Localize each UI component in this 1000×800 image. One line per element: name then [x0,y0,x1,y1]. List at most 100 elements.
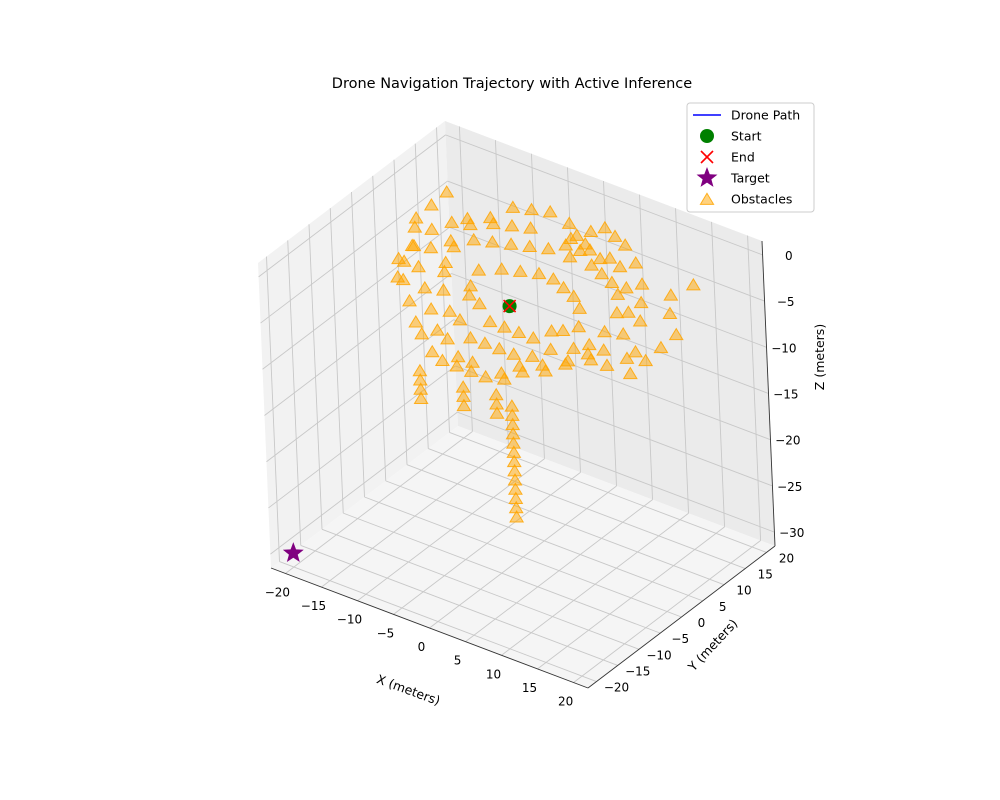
obstacle-point [440,331,456,345]
target-point [282,542,304,563]
obstacle-point [668,327,684,341]
legend-frame [686,102,815,213]
obstacle-point [583,224,599,238]
obstacle-point [439,185,455,198]
gridline-z [455,365,773,487]
obstacle-point [558,238,574,251]
gridline-z [264,273,452,416]
legend-label: End [731,150,755,165]
obstacle-point [609,305,625,319]
obstacle-point [423,198,439,211]
obstacle-point [604,275,620,288]
chart-title: Drone Navigation Trajectory with Active … [332,76,692,92]
obstacle-point [632,314,648,327]
legend-entry: Target [696,167,770,187]
legend-x-swatch-stroke [700,150,714,164]
obstacle-point [503,237,519,250]
gridlines [258,126,775,683]
x-tick-label: 10 [486,667,501,681]
obstacle-point [509,510,525,523]
obstacle-point [424,222,440,235]
obstacle-point [391,251,407,265]
obstacle-point [617,238,633,251]
legend-label: Obstacles [731,192,792,207]
gridline-y [364,496,682,618]
obstacle-point [653,340,669,354]
z-tick-label: −30 [779,526,804,540]
obstacle-point [607,229,623,242]
x-axis-label: X (meters) [375,671,443,708]
obstacle-point [531,266,547,280]
obstacle-point [544,323,560,337]
obstacle-point [615,326,631,340]
x-tick-label: 20 [558,695,573,709]
obstacle-point [496,320,512,333]
y-tick-label: −15 [625,664,650,678]
gridline-z [453,319,771,441]
obstacle-point [402,293,417,307]
obstacle-point [466,232,482,246]
gridline-y [300,544,618,666]
obstacle-point [566,341,582,354]
legend-entry: End [700,150,755,165]
y-tick-label: 15 [758,568,773,582]
obstacle-point [489,406,505,419]
obstacle-point [491,341,507,355]
obstacle-point [618,280,634,294]
obstacle-point [572,301,588,314]
obstacle-point [523,221,539,234]
obstacle-point [638,353,654,367]
obstacle-point [602,251,618,264]
obstacle-point [429,323,445,336]
x-axis-line [270,567,589,689]
obstacle-point [557,357,573,370]
x-tick-label: −15 [301,599,326,613]
obstacle-point [512,359,528,372]
gridline-y [385,480,703,602]
gridline-y [279,561,597,682]
gridline-y [449,432,767,553]
z-tick-label: 0 [785,249,793,263]
gridline-z [270,411,458,555]
obstacle-point [414,326,430,340]
y-tick-label: 10 [736,584,751,598]
y-axis-line [587,545,776,689]
obstacle-point [478,369,494,383]
end-point-stroke [503,299,517,313]
y-tick-label: 0 [698,616,706,630]
z-tick-label: −10 [771,341,796,355]
obstacle-point [619,351,635,364]
obstacle-point [540,241,556,255]
obstacle-point [472,296,487,310]
obstacle-point [612,259,628,273]
obstacle-point [436,264,452,278]
obstacle-point [556,280,572,294]
obstacle-point [525,331,541,344]
obstacle-point [463,278,479,292]
obstacle-point [535,358,551,371]
y-tick-label: 5 [719,600,727,614]
obstacle-point [592,251,608,265]
obstacle-point [463,330,478,344]
z-tick-label: −25 [777,480,802,494]
gridline-y [343,512,661,634]
obstacle-point [566,289,582,302]
x-tick-label: 0 [418,640,426,654]
obstacle-point [599,358,615,371]
obstacle-point [463,364,479,377]
gridline-z [447,180,765,302]
obstacle-point [485,216,501,230]
obstacle-point [438,255,454,268]
obstacle-point [417,280,433,294]
gridline-y [428,448,746,570]
obstacle-point [522,239,538,253]
gridline-z [260,180,448,324]
obstacle-point [493,366,509,379]
obstacle-point [597,220,613,234]
x-tick-label: −20 [265,585,290,599]
obstacle-point [462,217,478,231]
obstacle-point [628,256,644,269]
obstacle-point [555,323,571,336]
legend-star-swatch [696,167,718,187]
end-point [503,299,517,313]
